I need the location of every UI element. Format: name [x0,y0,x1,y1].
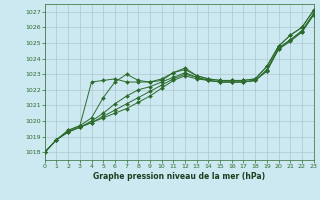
X-axis label: Graphe pression niveau de la mer (hPa): Graphe pression niveau de la mer (hPa) [93,172,265,181]
